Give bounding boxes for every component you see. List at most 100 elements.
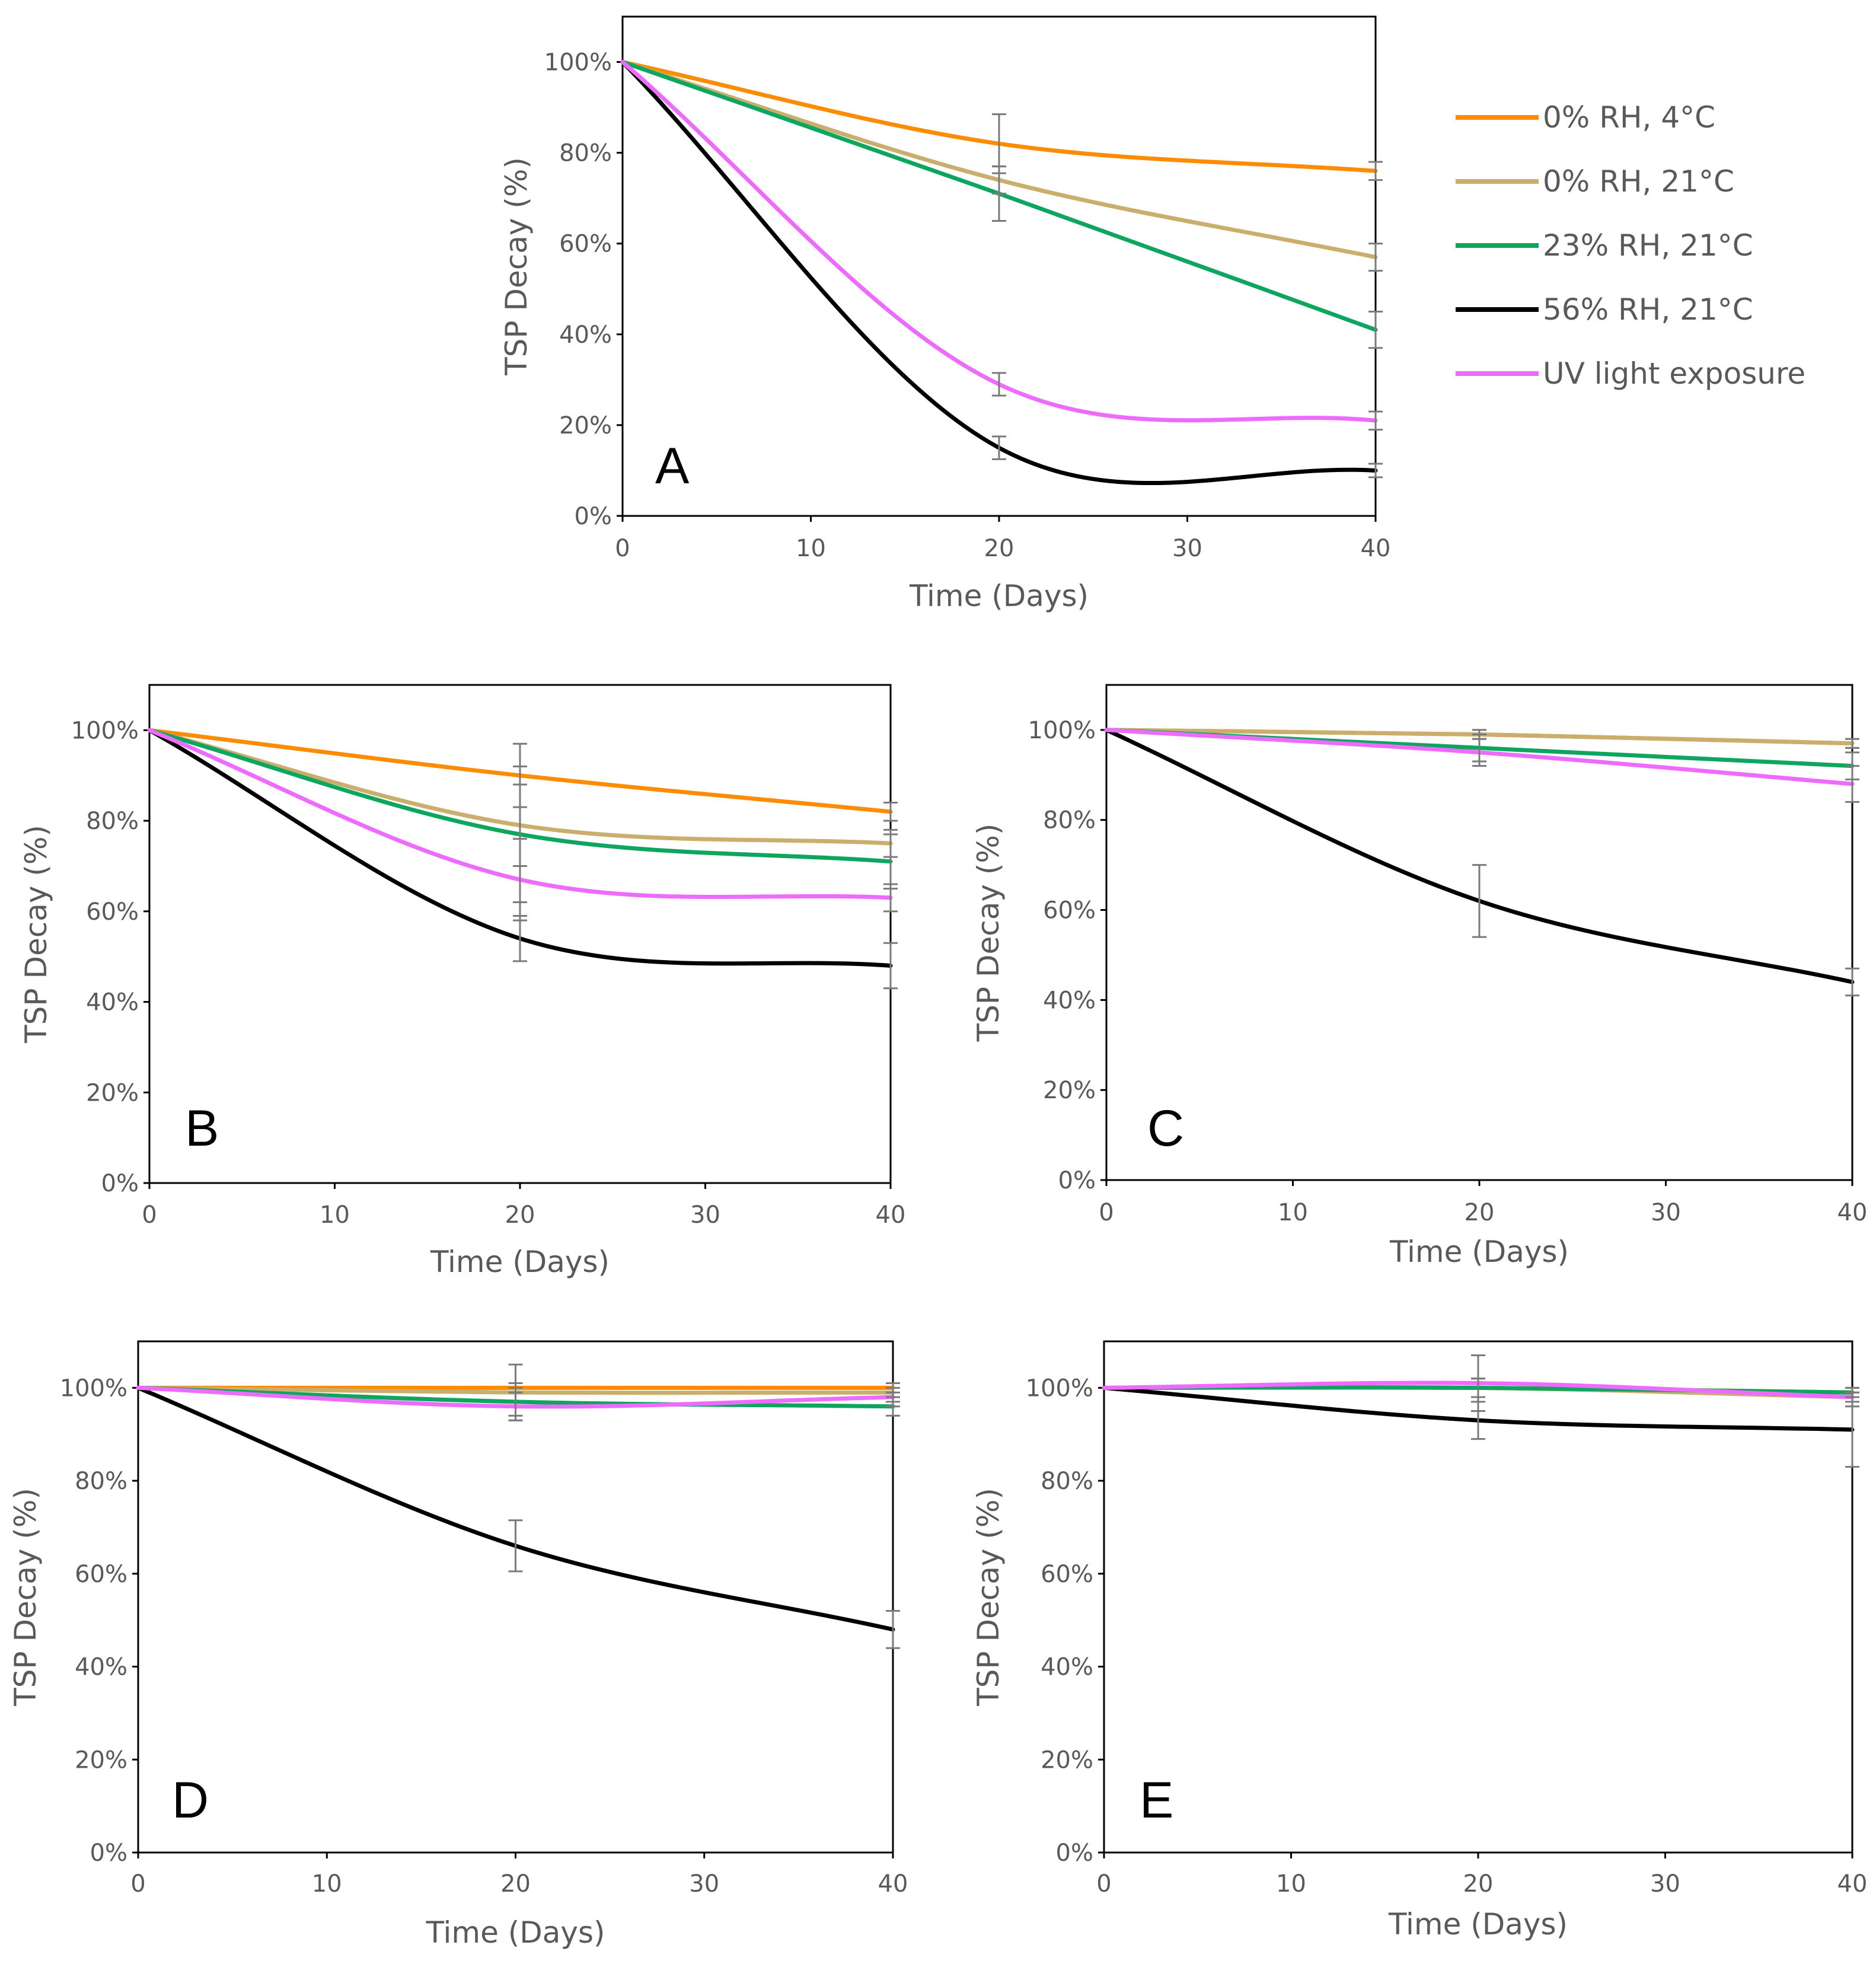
- error-bar: [1471, 1354, 1485, 1413]
- error-bar: [1845, 967, 1859, 997]
- chart-panel-e: 0% 20% 40% 60% 80% 100% 0 10 20 30 40 Time (Days) TS…: [971, 1340, 1868, 1941]
- y-tick-label: 60%: [86, 898, 139, 926]
- legend-label: 23% RH, 21°C: [1543, 228, 1753, 263]
- y-tick-label: 100%: [60, 1375, 127, 1402]
- error-bar: [1845, 1386, 1859, 1408]
- error-bar: [883, 942, 898, 990]
- y-tick-label: 80%: [1043, 807, 1096, 834]
- panel-letter: B: [185, 1100, 219, 1157]
- x-tick-label: 10: [312, 1870, 342, 1898]
- x-tick-label: 0: [142, 1201, 157, 1229]
- error-bar: [1472, 864, 1486, 938]
- y-axis-title: TSP Decay (%): [499, 157, 534, 376]
- series-line: [1104, 728, 1855, 984]
- error-bar: [886, 1610, 900, 1649]
- y-axis-title: TSP Decay (%): [971, 1488, 1006, 1707]
- series-line: [620, 60, 1378, 423]
- legend-entry: 23% RH, 21°C: [1456, 228, 1753, 263]
- y-tick-label: 0%: [90, 1839, 127, 1867]
- y-axis-title: TSP Decay (%): [19, 825, 53, 1044]
- error-bar: [886, 1386, 900, 1408]
- error-bar: [883, 883, 898, 913]
- y-tick-label: 20%: [1043, 1077, 1096, 1104]
- error-bar: [1368, 311, 1383, 349]
- error-bar: [992, 435, 1006, 460]
- x-tick-label: 30: [689, 1870, 719, 1898]
- y-tick-label: 80%: [75, 1468, 127, 1495]
- error-bar: [1368, 243, 1383, 272]
- y-tick-label: 80%: [86, 808, 139, 835]
- y-tick-label: 100%: [544, 49, 612, 76]
- y-tick-label: 60%: [559, 231, 612, 258]
- y-tick-label: 20%: [1041, 1746, 1093, 1774]
- x-tick-label: 20: [1465, 1199, 1495, 1226]
- x-axis-title: Time (Days): [430, 1245, 610, 1279]
- y-tick-label: 40%: [86, 989, 139, 1016]
- x-tick-label: 30: [690, 1201, 720, 1229]
- y-tick-label: 20%: [75, 1746, 127, 1774]
- panel-letter: A: [655, 438, 690, 495]
- x-tick-label: 10: [1278, 1199, 1308, 1226]
- panel-letter: D: [172, 1772, 209, 1829]
- x-tick-label: 20: [1463, 1870, 1494, 1898]
- chart-panel-a: 0% 20% 40% 60% 80% 100% 0 10 20 30 40 Time (Days) TS…: [499, 15, 1391, 613]
- x-axis-title: Time (Days): [1389, 1235, 1569, 1269]
- y-tick-label: 20%: [559, 412, 612, 439]
- x-tick-label: 40: [1361, 535, 1391, 562]
- x-tick-label: 0: [1099, 1199, 1114, 1226]
- legend-entry: UV light exposure: [1456, 356, 1805, 391]
- x-tick-label: 30: [1650, 1870, 1680, 1898]
- x-tick-label: 10: [1276, 1870, 1306, 1898]
- chart-panel-b: 0% 20% 40% 60% 80% 100% 0 10 20 30 40 Time (Days) TS…: [19, 684, 905, 1279]
- x-tick-label: 10: [320, 1201, 350, 1229]
- x-tick-label: 20: [500, 1870, 531, 1898]
- x-axis-title: Time (Days): [425, 1915, 605, 1950]
- legend-entry: 56% RH, 21°C: [1456, 292, 1753, 327]
- y-tick-label: 100%: [1028, 717, 1096, 744]
- legend-label: UV light exposure: [1543, 356, 1805, 391]
- legend: 0% RH, 4°C 0% RH, 21°C 23% RH, 21°C 56% RH,…: [1456, 100, 1805, 391]
- panel-letter: C: [1147, 1100, 1184, 1157]
- chart-panel-c: 0% 20% 40% 60% 80% 100% 0 10 20 30 40 Time (Days) TS…: [971, 684, 1868, 1269]
- x-axis-title: Time (Days): [909, 579, 1089, 613]
- x-tick-label: 0: [130, 1870, 145, 1898]
- error-bar: [508, 1519, 523, 1573]
- legend-label: 56% RH, 21°C: [1543, 292, 1753, 327]
- x-tick-label: 0: [615, 535, 630, 562]
- x-tick-label: 20: [984, 535, 1014, 562]
- x-tick-label: 30: [1172, 535, 1202, 562]
- y-tick-label: 40%: [1041, 1654, 1093, 1681]
- y-tick-label: 60%: [75, 1561, 127, 1588]
- legend-entry: 0% RH, 21°C: [1456, 164, 1734, 199]
- series-line: [136, 1385, 895, 1632]
- x-tick-label: 40: [1837, 1870, 1868, 1898]
- y-tick-label: 40%: [75, 1654, 127, 1681]
- x-tick-label: 10: [796, 535, 826, 562]
- y-axis-title: TSP Decay (%): [971, 824, 1006, 1042]
- error-bar: [1368, 410, 1383, 431]
- x-tick-label: 0: [1096, 1870, 1111, 1898]
- y-tick-label: 0%: [1056, 1839, 1093, 1867]
- y-tick-label: 0%: [101, 1170, 139, 1197]
- y-tick-label: 80%: [559, 140, 612, 167]
- x-tick-label: 40: [1837, 1199, 1868, 1226]
- y-tick-label: 60%: [1041, 1561, 1093, 1588]
- error-bar: [992, 165, 1006, 222]
- y-tick-label: 20%: [86, 1079, 139, 1107]
- legend-label: 0% RH, 4°C: [1543, 100, 1715, 135]
- error-bar: [883, 802, 898, 822]
- x-tick-label: 30: [1651, 1199, 1681, 1226]
- x-tick-label: 40: [878, 1870, 908, 1898]
- legend-label: 0% RH, 21°C: [1543, 164, 1734, 199]
- legend-entry: 0% RH, 4°C: [1456, 100, 1715, 135]
- series-line: [620, 60, 1378, 486]
- error-bar: [1845, 765, 1859, 803]
- y-axis-title: TSP Decay (%): [8, 1488, 43, 1707]
- error-bar: [1368, 161, 1383, 181]
- error-bar: [1368, 463, 1383, 479]
- y-tick-label: 40%: [559, 321, 612, 349]
- y-tick-label: 0%: [575, 503, 612, 530]
- y-tick-label: 100%: [1026, 1375, 1093, 1402]
- y-tick-label: 60%: [1043, 897, 1096, 924]
